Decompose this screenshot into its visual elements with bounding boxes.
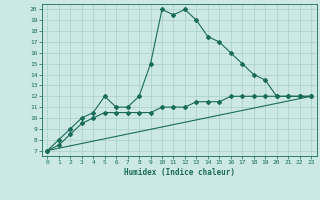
X-axis label: Humidex (Indice chaleur): Humidex (Indice chaleur) [124, 168, 235, 177]
